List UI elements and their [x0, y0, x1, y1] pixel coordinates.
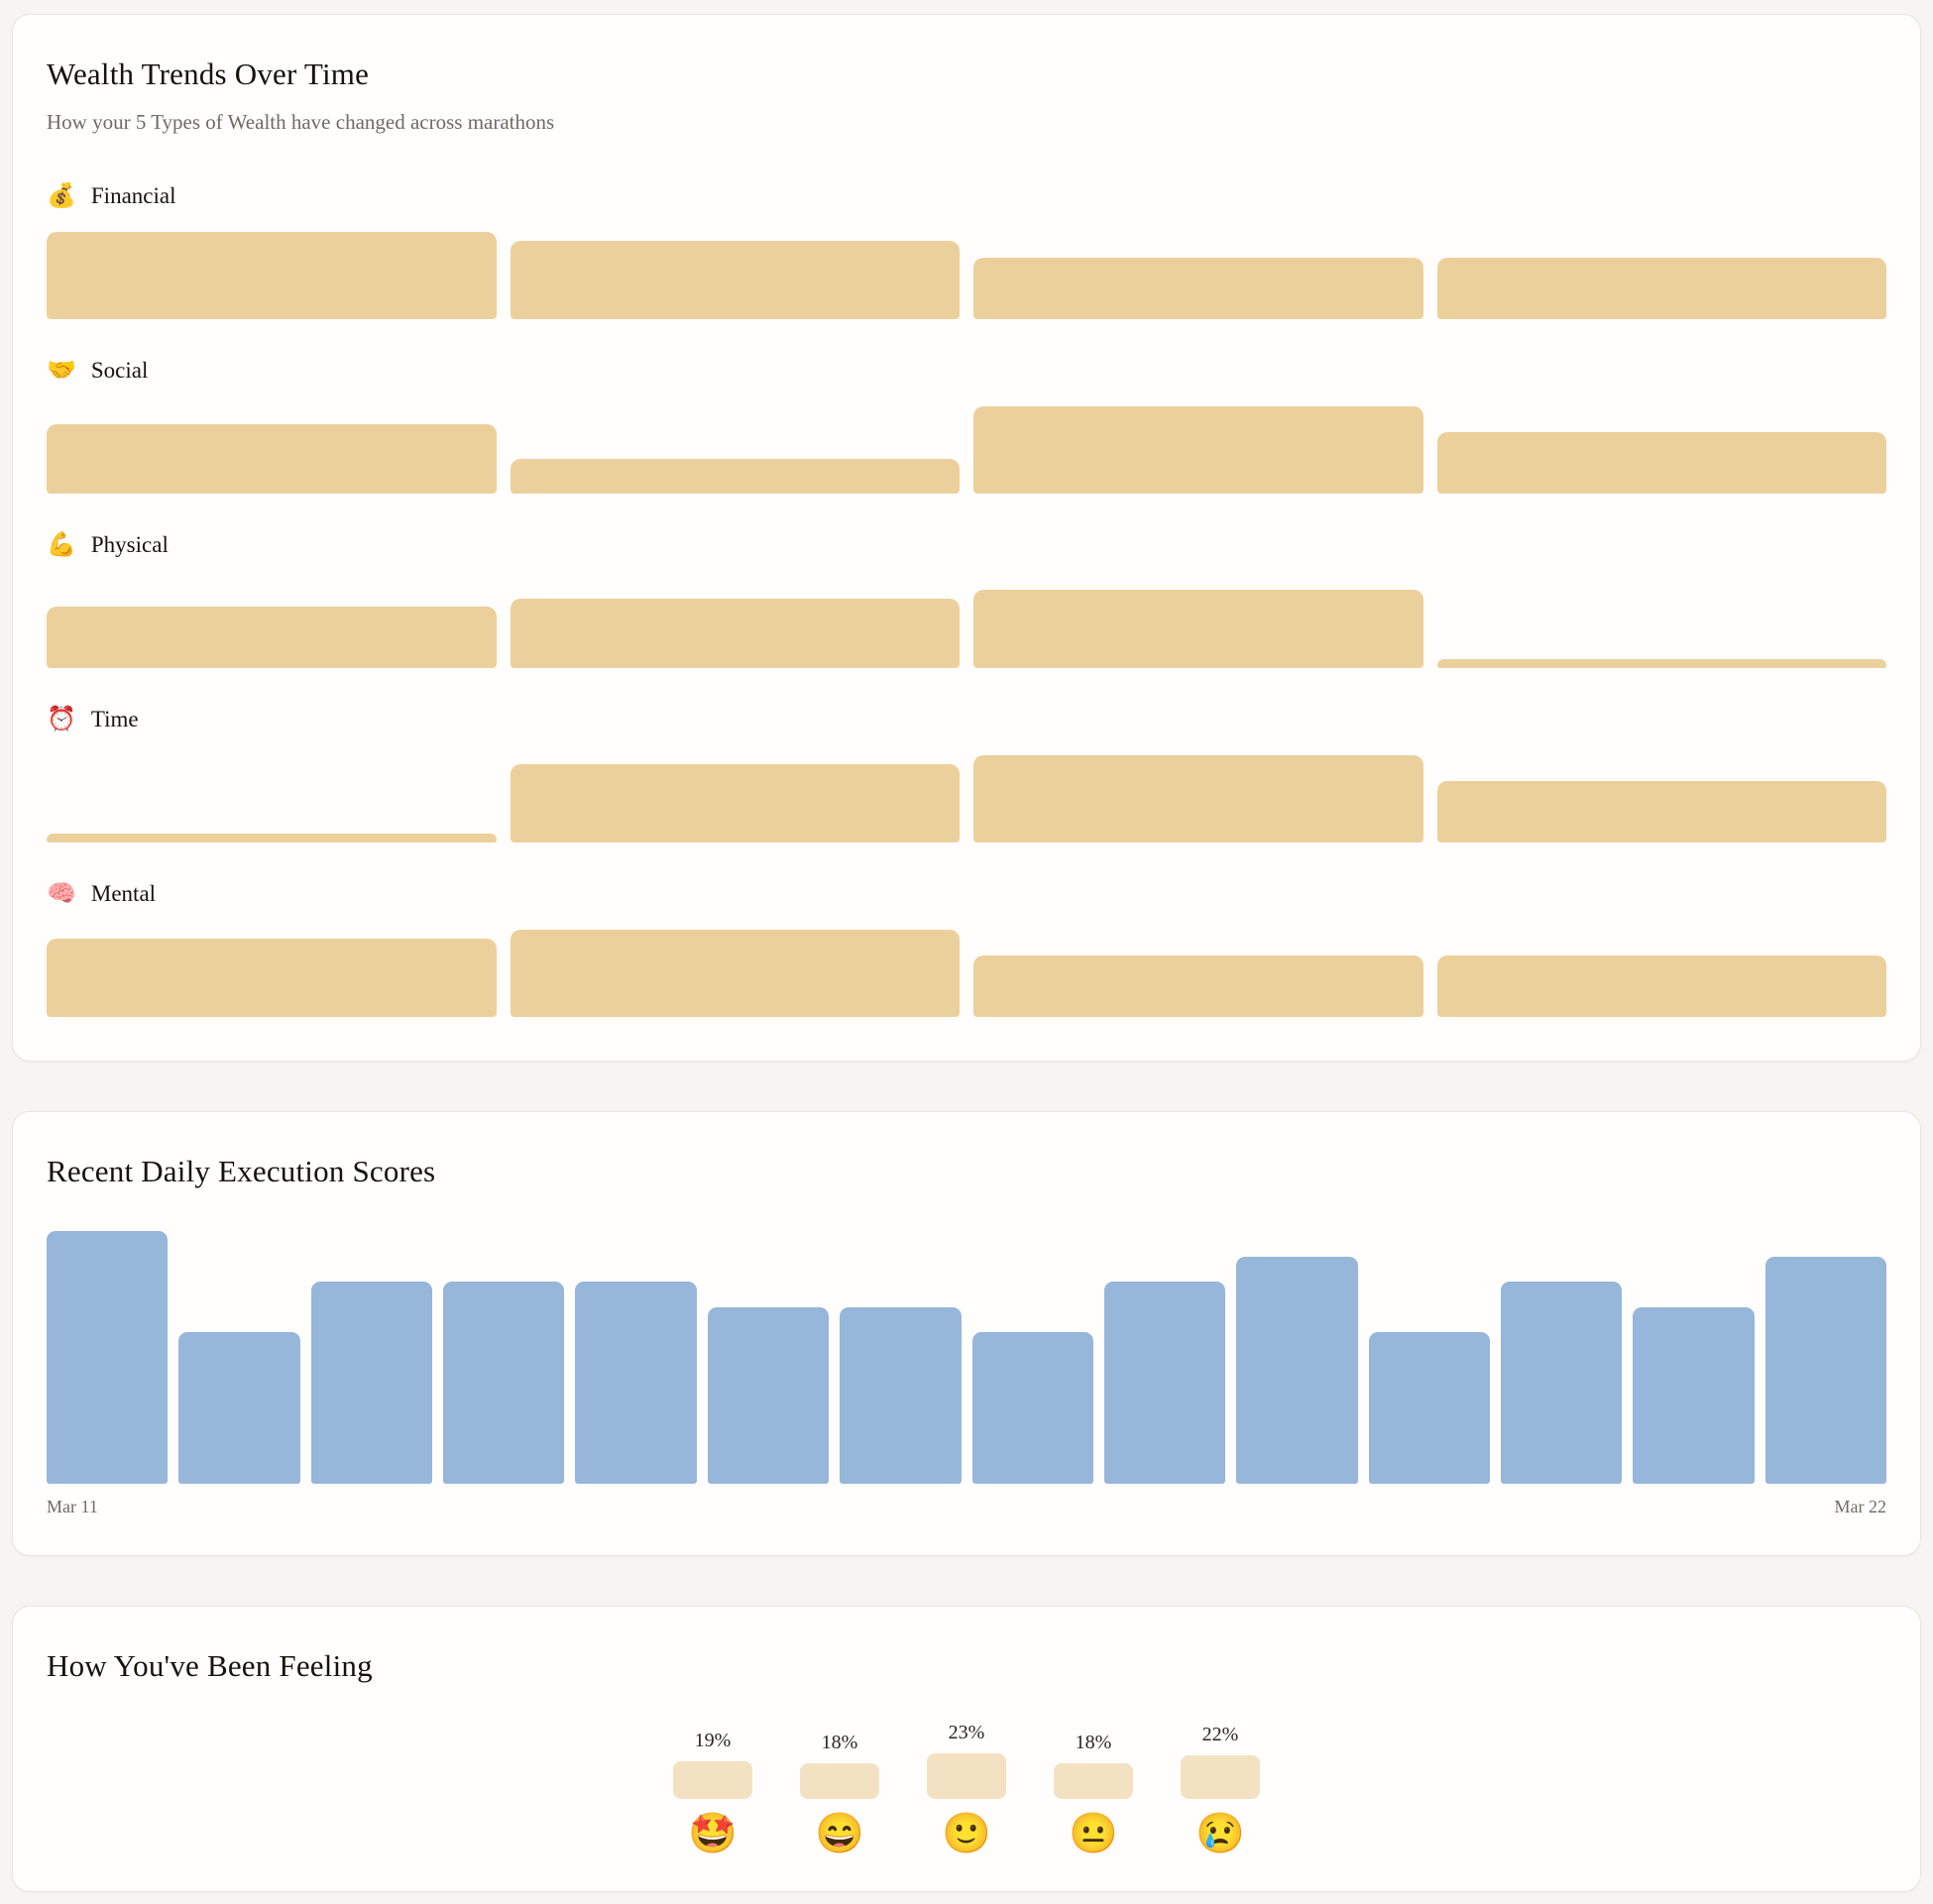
- execution-bar-11[interactable]: [1368, 1332, 1490, 1484]
- wealth-bar-physical-3[interactable]: [973, 589, 1423, 668]
- axis-start-label: Mar 11: [47, 1497, 98, 1516]
- wealth-row-bars-time: [47, 755, 1886, 842]
- mood-item-4: 18% 😐: [1054, 1732, 1133, 1853]
- axis-end-label: Mar 22: [1834, 1497, 1887, 1516]
- wealth-row-name-physical: Physical: [90, 532, 169, 557]
- execution-bar-1[interactable]: [47, 1231, 169, 1484]
- neutral-face-icon: 😐: [1069, 1811, 1118, 1855]
- wealth-row-name-mental: Mental: [90, 881, 157, 906]
- wealth-row-name-time: Time: [90, 707, 139, 731]
- wealth-row-bars-physical: [47, 581, 1886, 668]
- mood-bar-2[interactable]: [800, 1763, 879, 1799]
- execution-bar-7[interactable]: [840, 1306, 962, 1484]
- crying-face-icon: 😢: [1195, 1811, 1245, 1855]
- mood-percentage-4: 18%: [1075, 1732, 1112, 1753]
- wealth-bar-social-3[interactable]: [973, 406, 1423, 494]
- execution-bar-10[interactable]: [1236, 1256, 1358, 1484]
- wealth-bar-mental-2[interactable]: [510, 930, 960, 1017]
- feelings-card-title: How You've Been Feeling: [47, 1648, 373, 1683]
- mood-percentage-2: 18%: [821, 1732, 858, 1753]
- flexed-biceps-icon: 💪: [47, 532, 76, 558]
- execution-bar-9[interactable]: [1103, 1282, 1226, 1484]
- execution-bar-3[interactable]: [310, 1282, 433, 1484]
- wealth-bar-financial-4[interactable]: [1436, 258, 1886, 319]
- wealth-bar-financial-2[interactable]: [510, 240, 960, 319]
- alarm-clock-icon: ⏰: [47, 707, 76, 732]
- mood-percentage-1: 19%: [694, 1730, 732, 1751]
- execution-bar-14[interactable]: [1764, 1256, 1887, 1484]
- wealth-row-label-physical: 💪 Physical: [47, 531, 1886, 559]
- execution-scores-card: Recent Daily Execution Scores Mar 11 Mar…: [12, 1111, 1921, 1556]
- wealth-row-mental: 🧠 Mental: [47, 880, 1886, 1017]
- mood-item-3: 23% 🙂: [927, 1722, 1006, 1853]
- wealth-bar-mental-4[interactable]: [1436, 955, 1886, 1017]
- wealth-bar-social-1[interactable]: [47, 423, 497, 494]
- wealth-bar-time-1[interactable]: [47, 834, 497, 842]
- execution-bar-4[interactable]: [443, 1282, 565, 1484]
- mood-bar-4[interactable]: [1054, 1763, 1133, 1799]
- wealth-row-financial: 💰 Financial: [47, 182, 1886, 319]
- handshake-icon: 🤝: [47, 358, 76, 384]
- wealth-row-label-social: 🤝 Social: [47, 357, 1886, 385]
- mood-bar-3[interactable]: [927, 1753, 1006, 1799]
- wealth-card-subtitle: How your 5 Types of Wealth have changed …: [47, 110, 555, 134]
- execution-card-title: Recent Daily Execution Scores: [47, 1154, 436, 1188]
- mood-bar-5[interactable]: [1181, 1755, 1260, 1799]
- execution-bar-8[interactable]: [971, 1332, 1093, 1484]
- wealth-row-bars-social: [47, 406, 1886, 494]
- wealth-row-label-time: ⏰ Time: [47, 706, 1886, 733]
- wealth-row-label-financial: 💰 Financial: [47, 182, 1886, 210]
- wealth-bar-physical-4[interactable]: [1436, 659, 1886, 668]
- execution-bar-12[interactable]: [1500, 1282, 1623, 1484]
- wealth-bar-physical-1[interactable]: [47, 607, 497, 668]
- mood-item-2: 18% 😄: [800, 1732, 879, 1853]
- wealth-rows-container: 💰 Financial 🤝 Social 💪 Physical ⏰ Time 🧠 Mental: [47, 182, 1886, 1017]
- wealth-row-bars-mental: [47, 930, 1886, 1017]
- wealth-row-label-mental: 🧠 Mental: [47, 880, 1886, 908]
- execution-x-axis: Mar 11 Mar 22: [47, 1497, 1886, 1517]
- star-struck-icon: 🤩: [688, 1811, 738, 1855]
- execution-bar-5[interactable]: [575, 1282, 697, 1484]
- wealth-trends-card: Wealth Trends Over Time How your 5 Types…: [12, 14, 1921, 1062]
- wealth-card-title: Wealth Trends Over Time: [47, 56, 370, 91]
- wealth-row-name-financial: Financial: [90, 183, 176, 208]
- mood-item-1: 19% 🤩: [673, 1730, 752, 1853]
- money-bag-icon: 💰: [47, 183, 76, 209]
- wealth-row-physical: 💪 Physical: [47, 531, 1886, 668]
- mood-percentage-3: 23%: [948, 1722, 985, 1743]
- wealth-row-time: ⏰ Time: [47, 706, 1886, 842]
- wealth-bar-financial-3[interactable]: [973, 258, 1423, 319]
- mood-cluster: 19% 🤩 18% 😄 23% 🙂 18% 😐 22% 😢: [47, 1722, 1886, 1853]
- slightly-smiling-icon: 🙂: [942, 1811, 991, 1855]
- execution-bar-2[interactable]: [178, 1332, 300, 1484]
- wealth-bar-time-3[interactable]: [973, 755, 1423, 842]
- wealth-bar-mental-3[interactable]: [973, 955, 1423, 1017]
- wealth-bar-social-4[interactable]: [1436, 432, 1886, 494]
- mood-item-5: 22% 😢: [1181, 1724, 1260, 1853]
- mood-percentage-5: 22%: [1201, 1724, 1239, 1745]
- wealth-bar-mental-1[interactable]: [47, 938, 497, 1017]
- wealth-bar-time-2[interactable]: [510, 763, 960, 842]
- wealth-bar-financial-1[interactable]: [47, 232, 497, 319]
- wealth-bar-time-4[interactable]: [1436, 781, 1886, 842]
- wealth-row-name-social: Social: [90, 358, 149, 383]
- grinning-face-icon: 😄: [815, 1811, 864, 1855]
- wealth-bar-social-2[interactable]: [510, 458, 960, 494]
- feelings-card: How You've Been Feeling 19% 🤩 18% 😄 23% 🙂 18% 😐…: [12, 1606, 1921, 1892]
- wealth-bar-physical-2[interactable]: [510, 598, 960, 668]
- wealth-row-bars-financial: [47, 232, 1886, 319]
- mood-bar-1[interactable]: [673, 1761, 752, 1799]
- execution-bar-13[interactable]: [1633, 1306, 1755, 1484]
- execution-bar-6[interactable]: [707, 1306, 830, 1484]
- wealth-row-social: 🤝 Social: [47, 357, 1886, 494]
- brain-icon: 🧠: [47, 881, 76, 907]
- execution-bars-container: [47, 1231, 1887, 1484]
